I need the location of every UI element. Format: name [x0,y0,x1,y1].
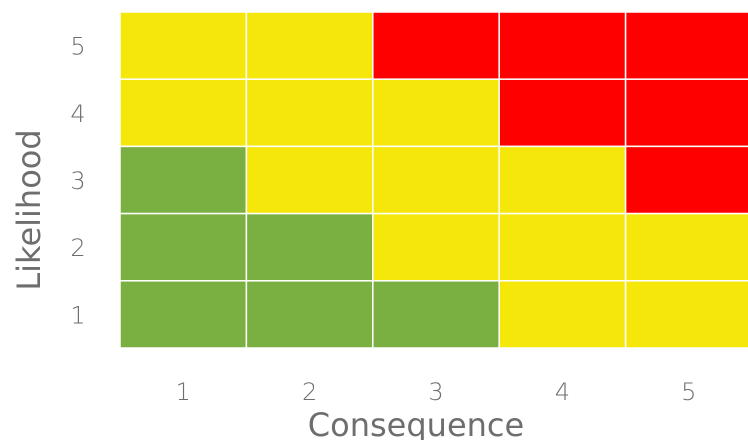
cell-l1-c5 [624,280,748,349]
x-tick-label: 2 [302,378,317,406]
cell-l3-c2 [245,145,374,215]
x-tick-label: 4 [555,378,570,406]
x-axis-ticks: 1 2 3 4 5 [176,378,697,406]
x-axis-title: Consequence [308,406,524,440]
cell-l1-c2 [245,280,374,349]
y-axis-title: Likelihood [10,129,48,290]
cell-l4-c4 [498,78,627,148]
cell-l1-c1 [119,280,248,349]
cell-l3-c3 [372,145,500,215]
cell-l3-c4 [498,145,627,215]
cell-l5-c4 [498,11,627,80]
y-tick-label: 1 [70,301,85,329]
cell-l5-c5 [624,11,748,80]
y-tick-label: 2 [70,234,85,262]
cell-l4-c2 [245,78,374,148]
cell-l2-c3 [372,212,500,282]
cell-l3-c1 [119,145,248,215]
heatmap-cells [119,11,748,349]
x-tick-label: 3 [428,378,443,406]
cell-l2-c4 [498,212,627,282]
y-axis-ticks: 5 4 3 2 1 [70,33,85,330]
cell-l5-c1 [119,11,248,80]
cell-l2-c1 [119,212,248,282]
cell-l2-c2 [245,212,374,282]
cell-l5-c3 [372,11,500,80]
x-tick-label: 1 [176,378,191,406]
cell-l4-c5 [624,78,748,148]
cell-l1-c3 [372,280,500,349]
y-tick-label: 5 [70,33,85,61]
y-tick-label: 4 [70,100,85,128]
x-tick-label: 5 [681,378,696,406]
y-tick-label: 3 [70,167,85,195]
cell-l2-c5 [624,212,748,282]
cell-l4-c1 [119,78,248,148]
cell-l4-c3 [372,78,500,148]
cell-l3-c5 [624,145,748,215]
cell-l1-c4 [498,280,627,349]
cell-l5-c2 [245,11,374,80]
